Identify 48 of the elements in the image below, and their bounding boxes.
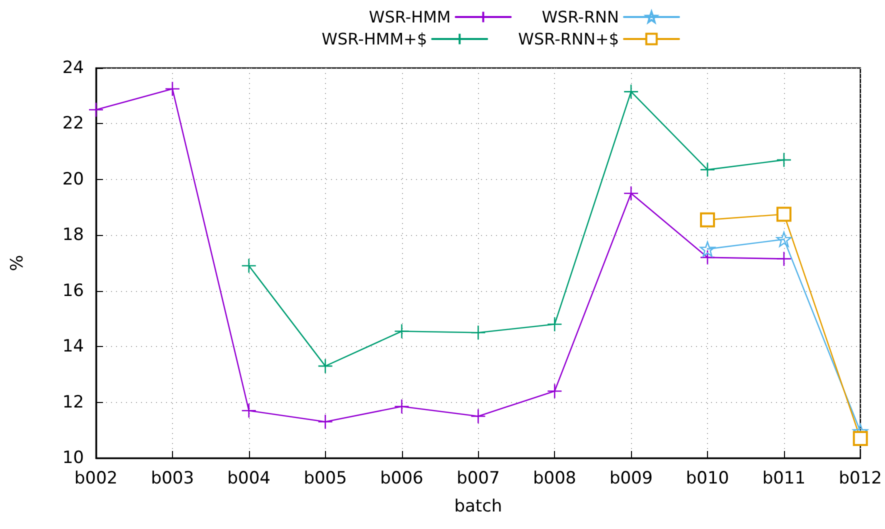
legend-label: WSR-RNN+$ — [518, 30, 619, 48]
point — [700, 241, 716, 257]
y-tick-label: 12 — [62, 392, 84, 412]
x-tick-label: b005 — [304, 468, 347, 488]
point — [164, 81, 180, 97]
x-tick-label: b012 — [838, 468, 882, 488]
x-tick-label: b009 — [609, 468, 653, 488]
legend-label: WSR-RNN — [542, 8, 619, 26]
point — [852, 431, 868, 446]
y-tick-label: 18 — [62, 225, 84, 246]
legend-label: WSR-HMM — [368, 8, 451, 26]
point — [394, 398, 410, 414]
point — [318, 414, 333, 430]
point — [623, 84, 639, 100]
x-tick-label: b004 — [227, 468, 270, 488]
point — [394, 324, 410, 339]
point — [241, 258, 257, 274]
x-tick-label: b010 — [686, 468, 730, 488]
point — [623, 186, 639, 202]
legend-label: WSR-HMM+$ — [322, 30, 428, 48]
y-axis-title: % — [8, 254, 28, 272]
y-tick-label: 24 — [62, 58, 84, 78]
point — [470, 324, 486, 340]
y-tick-label: 10 — [62, 448, 84, 468]
x-tick-label: b007 — [456, 468, 500, 488]
x-axis-title: batch — [454, 496, 502, 516]
y-tick-label: 22 — [62, 114, 84, 134]
point — [88, 102, 104, 118]
y-tick-label: 20 — [62, 169, 84, 190]
point — [546, 383, 562, 399]
point — [776, 251, 792, 266]
point — [776, 152, 792, 168]
point — [470, 408, 486, 424]
x-tick-label: b011 — [762, 468, 806, 488]
point — [700, 212, 716, 228]
point — [241, 402, 257, 418]
point — [546, 316, 562, 332]
x-tick-label: b006 — [380, 468, 424, 488]
point — [700, 250, 716, 266]
y-tick-label: 16 — [62, 280, 84, 301]
x-tick-label: b002 — [74, 468, 118, 488]
y-tick-label: 14 — [62, 336, 84, 357]
point — [776, 206, 792, 222]
point — [776, 232, 792, 247]
point — [700, 162, 716, 178]
point — [318, 358, 333, 374]
x-tick-label: b003 — [150, 468, 194, 488]
x-tick-label: b008 — [533, 468, 576, 488]
